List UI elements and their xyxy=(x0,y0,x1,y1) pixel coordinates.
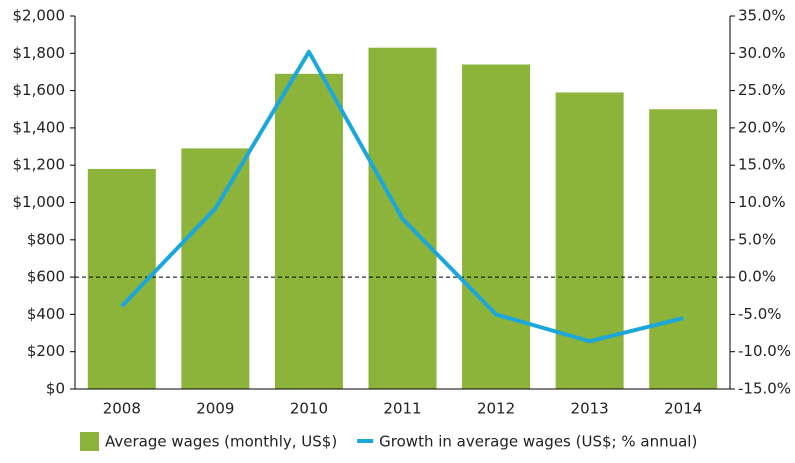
y2-tick-label: 0.0% xyxy=(738,268,776,286)
y-tick-label: $600 xyxy=(27,268,65,286)
y-tick-label: $1,400 xyxy=(13,118,66,136)
bar xyxy=(462,64,531,390)
y2-tick-label: 35.0% xyxy=(738,7,786,25)
y-tick-label: $400 xyxy=(27,305,65,323)
legend-label: Growth in average wages (US$; % annual) xyxy=(379,433,697,451)
y2-tick-label: 30.0% xyxy=(738,44,786,62)
y2-tick-label: 25.0% xyxy=(738,81,786,99)
legend-label: Average wages (monthly, US$) xyxy=(105,433,337,451)
y-tick-label: $1,800 xyxy=(13,44,66,62)
y-tick-label: $2,000 xyxy=(13,7,66,25)
y2-tick-label: 5.0% xyxy=(738,230,776,248)
y2-tick-label: 10.0% xyxy=(738,193,786,211)
x-tick-label: 2014 xyxy=(664,400,702,418)
bar xyxy=(274,73,343,389)
x-tick-label: 2012 xyxy=(477,400,515,418)
y2-tick-label: 15.0% xyxy=(738,156,786,174)
bar xyxy=(555,92,624,389)
y2-tick-label: 20.0% xyxy=(738,118,786,136)
x-tick-label: 2010 xyxy=(290,400,328,418)
y2-tick-label: -5.0% xyxy=(738,305,782,323)
x-tick-label: 2013 xyxy=(571,400,609,418)
y-tick-label: $1,600 xyxy=(13,81,66,99)
x-tick-label: 2008 xyxy=(103,400,141,418)
y2-tick-label: -10.0% xyxy=(738,342,791,360)
y-tick-label: $1,200 xyxy=(13,156,66,174)
line-series xyxy=(120,49,684,344)
y-tick-label: $200 xyxy=(27,342,65,360)
bar xyxy=(87,168,156,389)
bar xyxy=(181,148,250,389)
x-tick-label: 2009 xyxy=(196,400,234,418)
y-tick-label: $800 xyxy=(27,230,65,248)
x-tick-label: 2011 xyxy=(383,400,421,418)
y-tick-label: $0 xyxy=(46,380,65,398)
y-tick-label: $1,000 xyxy=(13,193,66,211)
y2-tick-label: -15.0% xyxy=(738,380,791,398)
legend-swatch xyxy=(80,432,99,451)
bar xyxy=(649,109,718,389)
